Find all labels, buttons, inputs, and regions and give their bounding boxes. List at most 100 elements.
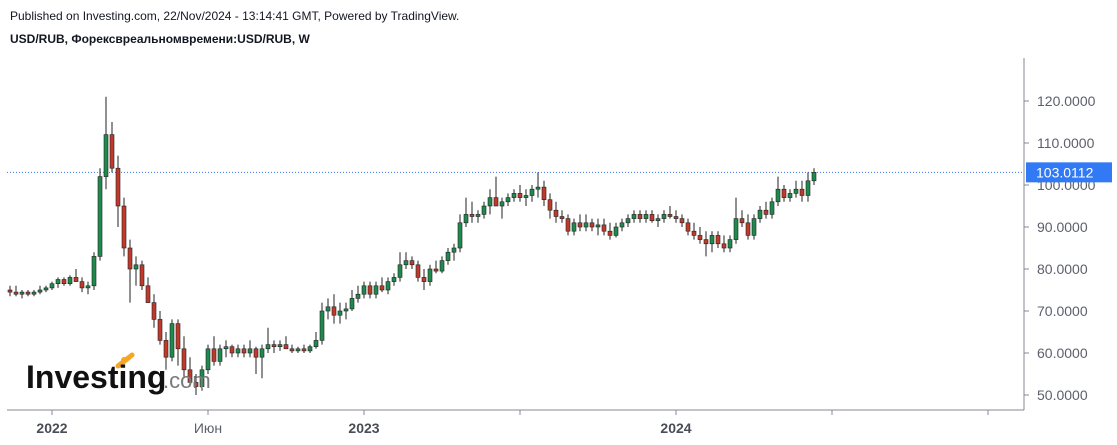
candle-body — [781, 188, 787, 198]
candle-body — [721, 243, 727, 249]
candle-body — [415, 264, 421, 278]
candle-body — [181, 348, 187, 371]
candle-body — [373, 285, 379, 295]
candle-body — [481, 205, 487, 215]
candle-body — [223, 346, 229, 350]
candle-body — [523, 195, 529, 198]
candle-body — [619, 222, 625, 228]
candle-body — [541, 186, 547, 201]
candle-body — [61, 279, 67, 284]
candle-body — [187, 369, 193, 383]
logo-wordmark: Investing — [26, 359, 166, 395]
candle-body — [457, 222, 463, 249]
candle-body — [331, 306, 337, 316]
candle-body — [43, 287, 49, 291]
candle-body — [127, 247, 133, 270]
candle-body — [661, 214, 667, 219]
candle-body — [301, 348, 307, 352]
candle-body — [799, 188, 805, 196]
candle-body — [439, 260, 445, 272]
y-tick-label: 70.0000 — [1037, 303, 1088, 319]
candle-body — [595, 224, 601, 228]
candle-body — [73, 277, 79, 282]
candle-body — [649, 214, 655, 221]
candle-body — [133, 264, 139, 270]
candle-body — [685, 222, 691, 232]
candle-body — [469, 214, 475, 217]
symbol-title: USD/RUB, Форексвреальномвремени:USD/RUB,… — [10, 32, 310, 46]
candle-body — [421, 277, 427, 282]
candle-body — [631, 214, 637, 219]
candle-body — [667, 214, 673, 217]
x-tick-label: 2023 — [348, 420, 379, 436]
candle-body — [739, 218, 745, 224]
candle-body — [37, 289, 43, 293]
candle-body — [253, 348, 259, 358]
y-tick-label: 60.0000 — [1037, 345, 1088, 361]
x-tick-label: Июн — [194, 420, 222, 436]
candle-body — [805, 180, 811, 196]
candle-body — [445, 251, 451, 261]
candle-body — [175, 323, 181, 350]
y-tick-label: 50.0000 — [1037, 387, 1088, 403]
candle-body — [49, 283, 55, 289]
candle-body — [7, 289, 13, 293]
candle-body — [109, 134, 115, 169]
y-tick-label: 120.0000 — [1037, 93, 1096, 109]
candle-body — [121, 205, 127, 249]
candle-body — [733, 218, 739, 240]
chart-axes: 50.000060.000070.000080.000090.0000100.0… — [7, 58, 1096, 436]
candle-body — [571, 222, 577, 232]
candle-body — [295, 348, 301, 352]
candle-body — [91, 256, 97, 287]
y-tick-label: 110.0000 — [1037, 135, 1095, 151]
candle-body — [433, 268, 439, 272]
candle-body — [757, 209, 763, 219]
candle-body — [451, 247, 457, 253]
candle-body — [13, 291, 19, 295]
candle-body — [193, 382, 199, 387]
candle-body — [343, 308, 349, 312]
candle-body — [403, 260, 409, 266]
candle-body — [727, 239, 733, 249]
candle-body — [577, 222, 583, 228]
candle-body — [493, 197, 499, 207]
candle-body — [709, 235, 715, 245]
candle-body — [103, 134, 109, 177]
candle-body — [655, 218, 661, 222]
candle-body — [55, 279, 61, 284]
candle-body — [313, 340, 319, 347]
last-price-marker: 103.0112 — [1026, 162, 1112, 183]
candlestick-series — [7, 96, 817, 395]
logo-suffix: .com — [163, 368, 211, 393]
candle-body — [259, 348, 265, 358]
candle-body — [163, 340, 169, 358]
candle-body — [553, 209, 559, 217]
candle-body — [589, 222, 595, 228]
investing-logo: Investing .com — [26, 352, 211, 395]
candle-body — [145, 285, 151, 303]
candle-body — [67, 277, 73, 284]
x-tick-label: 2024 — [660, 420, 691, 436]
candle-body — [673, 216, 679, 219]
candle-body — [277, 344, 283, 348]
candle-body — [583, 222, 589, 228]
candle-body — [511, 193, 517, 198]
candle-body — [229, 346, 235, 354]
candle-body — [205, 348, 211, 371]
candle-body — [517, 193, 523, 198]
candle-body — [643, 214, 649, 219]
candle-body — [751, 218, 757, 236]
candle-body — [559, 216, 565, 219]
candle-body — [625, 218, 631, 224]
candle-body — [307, 346, 313, 352]
candle-body — [769, 201, 775, 215]
candle-body — [169, 323, 175, 358]
candle-body — [355, 293, 361, 299]
candle-body — [409, 260, 415, 266]
candle-body — [487, 197, 493, 207]
logo-swoosh-icon — [115, 352, 135, 369]
candle-body — [691, 230, 697, 236]
candle-body — [349, 298, 355, 310]
